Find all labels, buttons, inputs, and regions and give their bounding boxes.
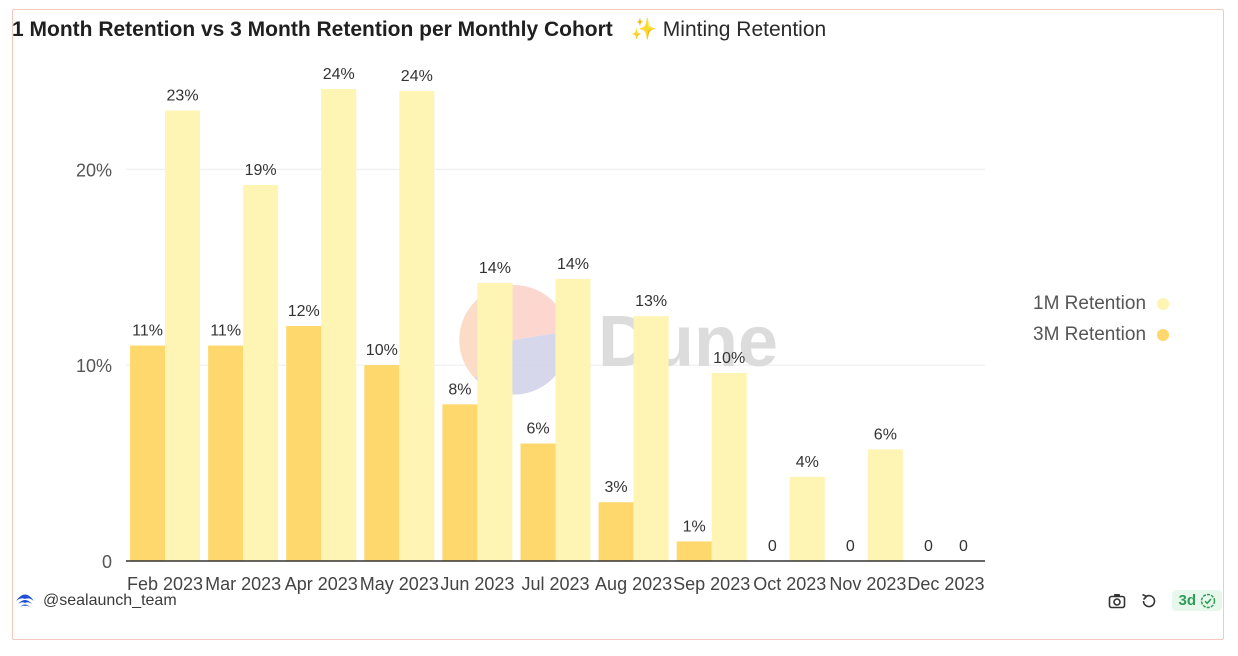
data-label-3m: 8% [448,381,471,398]
bar-1m-retention[interactable] [477,282,513,561]
y-tick-label: 20% [76,160,112,180]
data-label-3m: 12% [288,303,320,320]
chart-actions: 3d [1108,590,1222,611]
data-label-1m: 19% [245,162,277,179]
data-label-1m: 10% [713,350,745,367]
check-circle-icon [1200,593,1216,609]
data-label-1m: 13% [635,293,667,310]
x-tick-label: May 2023 [360,574,439,594]
data-label-3m: 10% [366,342,398,359]
x-tick-label: Apr 2023 [285,574,358,594]
chart-header: 1 Month Retention vs 3 Month Retention p… [12,18,826,42]
sealaunch-logo-icon [15,592,35,610]
bar-3m-retention[interactable] [364,365,400,561]
data-label-1m: 6% [874,426,897,443]
query-name[interactable]: ✨ Minting Retention [630,18,827,41]
data-label-1m: 14% [557,256,589,273]
legend-swatch-1m [1157,297,1170,310]
x-tick-label: Nov 2023 [829,574,906,594]
data-label-1m: 0 [959,538,968,555]
x-tick-label: Feb 2023 [127,574,203,594]
bar-3m-retention[interactable] [520,443,556,561]
legend-swatch-3m [1157,328,1170,341]
data-label-1m: 23% [167,88,199,105]
data-label-1m: 14% [479,260,511,277]
x-tick-label: Sep 2023 [673,574,750,594]
chart-title: 1 Month Retention vs 3 Month Retention p… [12,18,613,41]
bar-1m-retention[interactable] [243,184,279,562]
bar-1m-retention[interactable] [633,316,669,561]
legend-label-1m: 1M Retention [1033,292,1147,314]
x-tick-label: Jul 2023 [521,574,589,594]
bars [130,89,903,562]
author-name: @sealaunch_team [43,592,177,609]
bar-3m-retention[interactable] [208,345,244,561]
bar-1m-retention[interactable] [321,89,357,561]
data-label-3m: 0 [768,538,777,555]
data-label-3m: 0 [846,538,855,555]
bar-3m-retention[interactable] [676,541,712,561]
bar-1m-retention[interactable] [165,110,201,561]
author-link[interactable]: @sealaunch_team [15,592,177,610]
bar-3m-retention[interactable] [442,404,478,561]
x-tick-label: Dec 2023 [907,574,984,594]
legend-item-3m[interactable]: 3M Retention [1033,319,1170,350]
x-tick-label: Oct 2023 [753,574,826,594]
legend-label-3m: 3M Retention [1033,323,1147,345]
data-label-1m: 4% [796,454,819,471]
data-labels: 11% 23% 11% 19% 12% 24% 10% 24% 8% 14% 6% 14% 3% 13% 1… [132,66,968,555]
x-tick-label: Jun 2023 [440,574,514,594]
refresh-icon[interactable] [1140,592,1158,610]
bar-1m-retention[interactable] [711,372,747,561]
x-tick-label: Mar 2023 [205,574,281,594]
data-label-3m: 0 [924,538,933,555]
axes: 010%20%Feb 2023 Mar 2023 Apr 2023 May 2023 J… [76,160,985,594]
refresh-age: 3d [1178,592,1196,609]
data-label-1m: 24% [323,66,355,83]
data-label-3m: 11% [132,323,163,340]
bar-3m-retention[interactable] [598,502,634,561]
bar-1m-retention[interactable] [555,278,591,561]
bar-3m-retention[interactable] [130,345,166,561]
y-tick-label: 10% [76,356,112,376]
data-label-1m: 24% [401,68,433,85]
data-label-3m: 3% [605,479,628,496]
data-label-3m: 6% [526,420,549,437]
watermark-text: Dune [598,302,778,382]
bar-1m-retention[interactable] [789,476,825,561]
chart-legend: 1M Retention 3M Retention [1033,288,1170,350]
data-label-3m: 1% [683,518,706,535]
refresh-status-badge[interactable]: 3d [1172,590,1222,611]
bar-3m-retention[interactable] [286,325,322,561]
camera-icon[interactable] [1108,593,1126,609]
bar-1m-retention[interactable] [867,449,903,561]
legend-item-1m[interactable]: 1M Retention [1033,288,1170,319]
y-tick-label: 0 [102,552,112,572]
bar-1m-retention[interactable] [399,90,435,562]
x-tick-label: Aug 2023 [595,574,672,594]
data-label-3m: 11% [210,323,241,340]
